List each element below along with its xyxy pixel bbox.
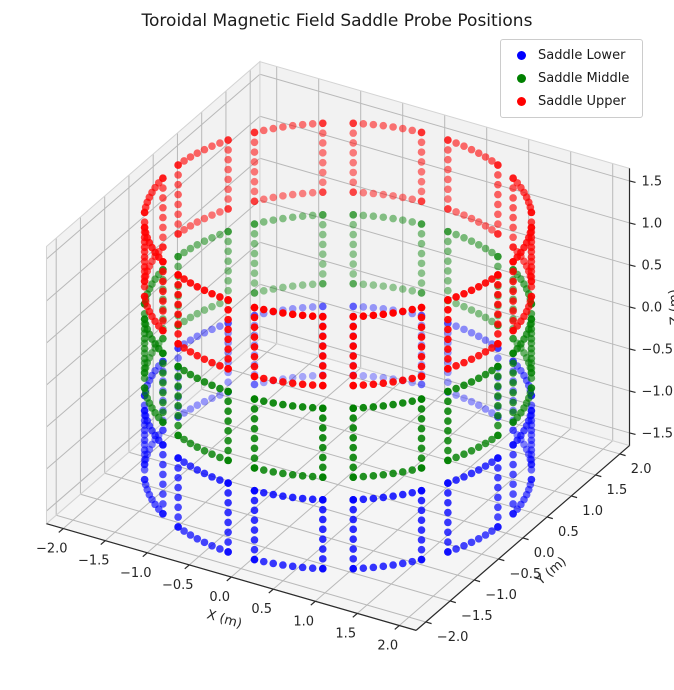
legend-label-saddle-upper: Saddle Upper <box>538 94 626 109</box>
legend-item-saddle-middle: Saddle Middle <box>511 71 629 86</box>
legend-label-saddle-middle: Saddle Middle <box>538 71 630 86</box>
legend-marker-saddle-middle-icon <box>517 74 526 83</box>
legend-marker-saddle-lower-icon <box>517 51 526 60</box>
legend-marker-saddle-upper-icon <box>517 97 526 106</box>
chart-title: Toroidal Magnetic Field Saddle Probe Pos… <box>141 11 533 31</box>
legend-label-saddle-lower: Saddle Lower <box>538 48 626 63</box>
legend-item-saddle-lower: Saddle Lower <box>511 48 629 63</box>
legend: Saddle Lower Saddle Middle Saddle Upper <box>500 39 644 118</box>
legend-item-saddle-upper: Saddle Upper <box>511 94 629 109</box>
